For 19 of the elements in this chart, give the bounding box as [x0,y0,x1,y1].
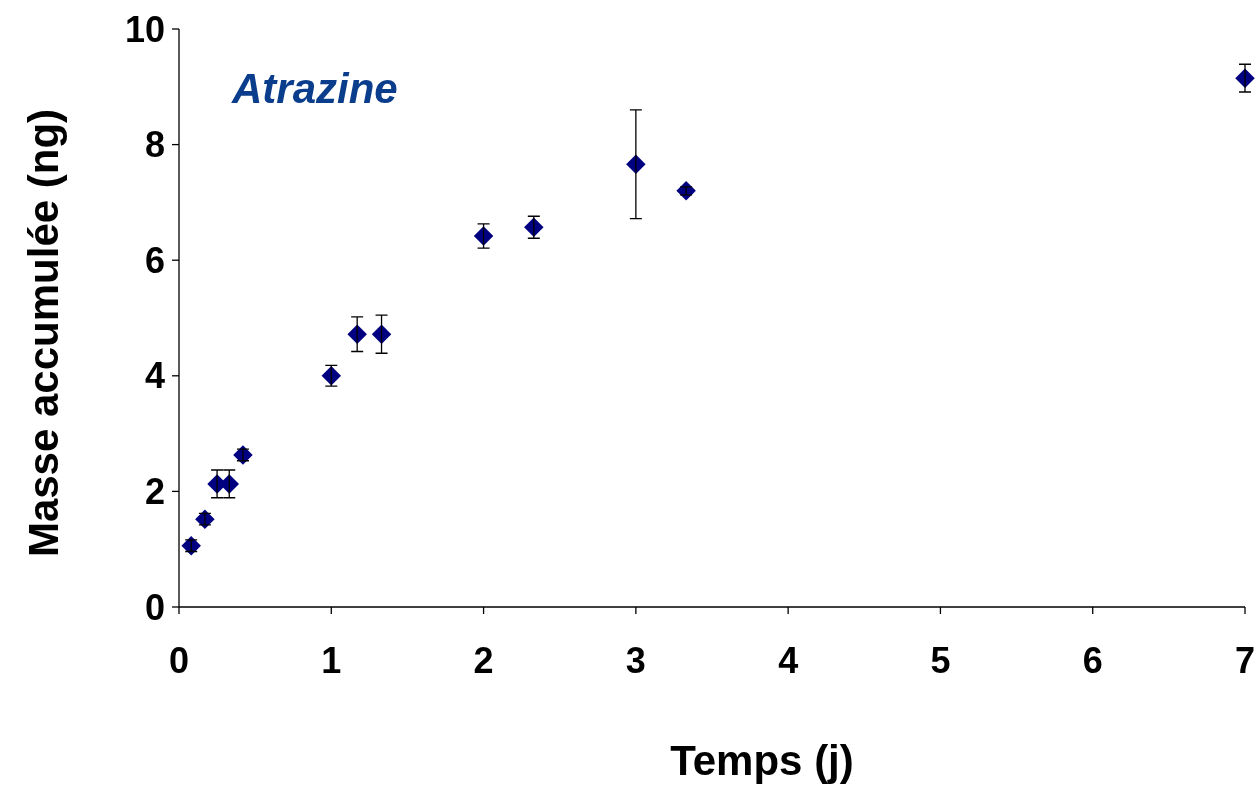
y-tick-label: 2 [144,471,165,512]
x-tick-label: 2 [473,640,494,681]
y-axis-title: Masse accumulée (ng) [20,108,67,558]
x-tick-label: 7 [1234,640,1256,681]
x-tick-label: 5 [930,640,951,681]
x-tick-label: 3 [625,640,646,681]
text: Atrazine [231,65,398,112]
y-tick-label: 6 [144,239,165,281]
point [347,324,367,344]
y-tick-label: 8 [144,124,165,166]
y-tick-label: 4 [144,355,165,397]
x-tick-label: 4 [778,640,799,681]
point [676,181,696,201]
y-tick-label: 10 [124,8,165,50]
x-axis-title: Temps (j) [670,737,854,784]
point [371,324,392,344]
x-tick-label: 1 [321,640,342,681]
y-tick-label: 0 [144,586,165,628]
x-tick-label: 6 [1082,640,1103,681]
